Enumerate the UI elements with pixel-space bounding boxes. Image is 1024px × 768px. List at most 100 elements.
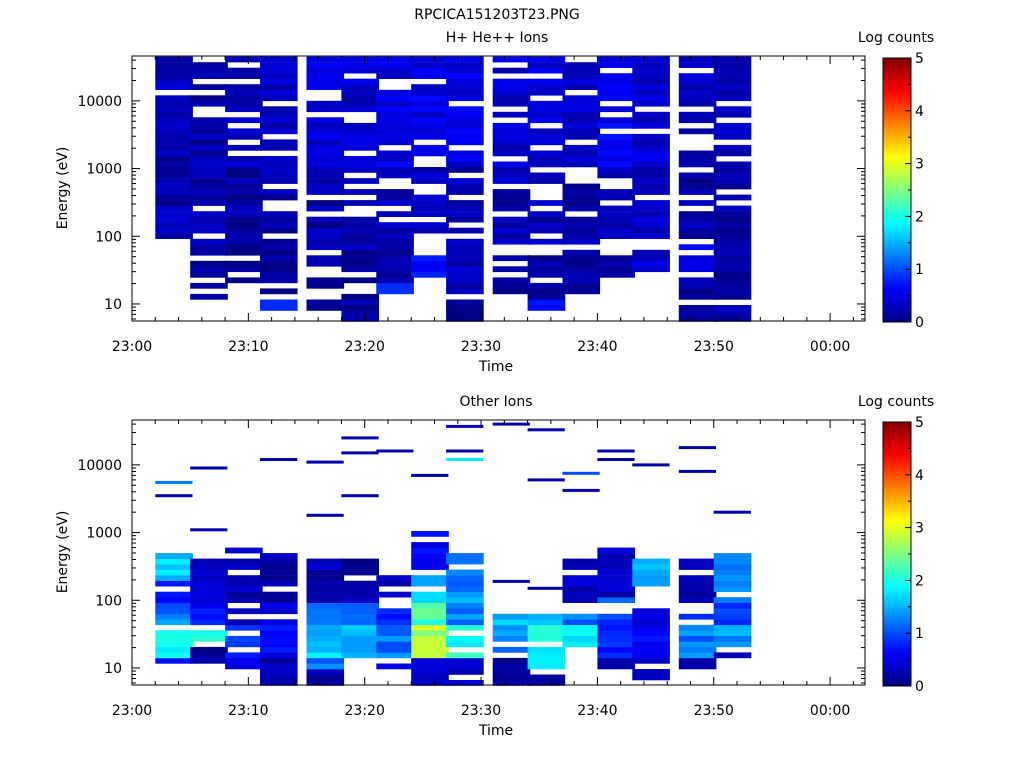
spectrogram-cell bbox=[260, 299, 298, 306]
spectrogram-cell bbox=[341, 67, 379, 74]
spectrogram-cell bbox=[492, 238, 531, 245]
spectrogram-cell bbox=[306, 558, 345, 565]
spectrogram-cell bbox=[562, 150, 601, 157]
spectrogram-cell bbox=[341, 641, 379, 648]
spectrogram-cell bbox=[446, 575, 484, 581]
spectrogram-cell bbox=[190, 167, 228, 173]
spectrogram-cell bbox=[597, 205, 635, 212]
spectrogram-cell bbox=[678, 646, 717, 653]
spectrogram-cell bbox=[411, 222, 449, 228]
spectrogram-cell bbox=[632, 156, 670, 162]
spectrogram-cell bbox=[562, 233, 601, 239]
spectrogram-cell bbox=[411, 669, 449, 675]
spectrogram-cell bbox=[597, 222, 635, 228]
spectrogram-cell bbox=[341, 591, 379, 598]
spectrogram-cell bbox=[562, 227, 601, 234]
spectrogram-cell bbox=[713, 183, 752, 190]
spectrogram-cell bbox=[225, 652, 263, 659]
spectrogram-cell bbox=[341, 200, 379, 206]
spectrogram-cell bbox=[713, 310, 752, 317]
spectrogram-cell bbox=[597, 553, 635, 559]
spectrogram-cell bbox=[527, 100, 566, 107]
spectrogram-cell bbox=[155, 564, 193, 570]
spectrogram-cell bbox=[597, 641, 635, 648]
spectrogram-cell bbox=[260, 271, 298, 278]
spectrogram-cell bbox=[306, 564, 345, 570]
spectrogram-cell bbox=[562, 189, 601, 195]
spectrogram-line bbox=[155, 494, 193, 498]
spectrogram-cell bbox=[225, 266, 263, 273]
spectrogram-cell bbox=[492, 282, 531, 289]
colorbar-tick-label: 4 bbox=[915, 104, 924, 120]
spectrogram-cell bbox=[678, 56, 717, 63]
spectrogram-cell bbox=[341, 293, 379, 300]
spectrogram-cell bbox=[341, 189, 379, 195]
spectrogram-line bbox=[306, 513, 344, 517]
spectrogram-cell bbox=[597, 619, 635, 626]
spectrogram-cell bbox=[446, 619, 484, 626]
spectrogram-cell bbox=[341, 564, 379, 570]
spectrogram-cell bbox=[527, 635, 566, 642]
spectrogram-cell bbox=[492, 84, 531, 90]
spectrogram-cell bbox=[527, 238, 566, 245]
spectrogram-cell bbox=[713, 211, 752, 217]
spectrogram-cell bbox=[678, 564, 717, 570]
spectrogram-cell bbox=[713, 222, 752, 228]
spectrogram-cell bbox=[678, 580, 717, 587]
spectrogram-cell bbox=[225, 222, 263, 228]
spectrogram-cell bbox=[597, 255, 635, 262]
spectrogram-cell bbox=[678, 189, 717, 195]
spectrogram-cell bbox=[411, 122, 449, 129]
spectrogram-cell bbox=[341, 305, 379, 311]
spectrogram-cell bbox=[713, 641, 752, 648]
spectrogram-line bbox=[341, 494, 379, 498]
spectrogram-cell bbox=[260, 305, 298, 311]
spectrogram-cell bbox=[190, 144, 228, 151]
spectrogram-cell bbox=[190, 73, 228, 79]
spectrogram-cell bbox=[190, 635, 228, 642]
spectrogram-cell bbox=[411, 575, 449, 581]
colorbar-tick-label: 1 bbox=[915, 626, 924, 642]
spectrogram-cell bbox=[376, 211, 414, 217]
spectrogram-cell bbox=[376, 288, 414, 295]
spectrogram-cell bbox=[411, 580, 449, 587]
spectrogram-cell bbox=[492, 669, 531, 675]
spectrogram-cell bbox=[225, 194, 263, 201]
spectrogram-cell bbox=[562, 613, 601, 620]
y-axis-label: Energy (eV) bbox=[55, 511, 71, 594]
spectrogram-cell bbox=[341, 613, 379, 620]
spectrogram-cell bbox=[190, 619, 228, 626]
spectrogram-cell bbox=[411, 680, 449, 686]
spectrogram-cell bbox=[376, 663, 414, 670]
spectrogram-cell bbox=[306, 277, 345, 284]
spectrogram-cell bbox=[713, 84, 752, 90]
spectrogram-cell bbox=[678, 95, 717, 102]
spectrogram-cell bbox=[260, 249, 298, 256]
spectrogram-cell bbox=[341, 139, 379, 146]
spectrogram-cell bbox=[678, 117, 717, 124]
spectrogram-cell bbox=[341, 558, 379, 565]
spectrogram-cell bbox=[225, 597, 263, 603]
spectrogram-cell bbox=[225, 100, 263, 107]
spectrogram-cell bbox=[260, 575, 298, 581]
spectrogram-cell bbox=[562, 266, 601, 273]
spectrogram-cell bbox=[597, 657, 635, 664]
spectrogram-cell bbox=[155, 652, 193, 659]
spectrogram-cell bbox=[260, 657, 298, 664]
spectrogram-cell bbox=[306, 167, 345, 173]
spectrogram-cell bbox=[527, 178, 566, 184]
spectrogram-cell bbox=[190, 100, 228, 107]
y-tick-label: 10 bbox=[104, 661, 122, 677]
spectrogram-cell bbox=[446, 288, 484, 295]
spectrogram-cell bbox=[155, 635, 193, 642]
spectrogram-cell bbox=[446, 310, 484, 317]
spectrogram-cell bbox=[632, 222, 670, 228]
spectrogram-cell bbox=[678, 624, 717, 631]
spectrogram-cell bbox=[678, 288, 717, 295]
spectrogram-cell bbox=[562, 277, 601, 284]
spectrogram-cell bbox=[597, 167, 635, 173]
spectrogram-cell bbox=[678, 630, 717, 637]
spectrogram-cell bbox=[341, 122, 379, 129]
spectrogram-cell bbox=[446, 78, 484, 85]
spectrogram-cell bbox=[260, 255, 298, 262]
